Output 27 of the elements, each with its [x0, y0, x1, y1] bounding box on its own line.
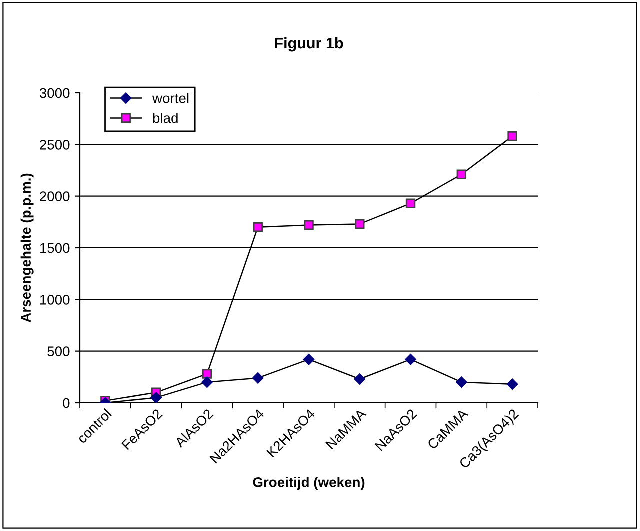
point — [456, 170, 467, 180]
y-axis-title: Arseengehalte (p.p.m.) — [20, 174, 34, 323]
y-tick-label: 3000 — [40, 88, 70, 98]
legend-label: blad — [153, 112, 178, 124]
point — [150, 392, 162, 403]
point — [406, 198, 416, 208]
chart-title: Figuur 1b — [275, 37, 344, 52]
point — [355, 219, 365, 230]
x-axis-title: Groeitijd (weken) — [253, 477, 365, 490]
legend-label: wortel — [152, 93, 189, 104]
y-tick-label: 0 — [63, 398, 70, 408]
point — [252, 372, 264, 384]
point — [304, 220, 314, 230]
point — [253, 222, 263, 232]
y-tick-label: 1500 — [40, 243, 70, 254]
point — [202, 369, 212, 379]
y-tick-label: 1000 — [40, 295, 70, 305]
y-tick-label: 2000 — [40, 192, 70, 202]
y-tick-label: 2500 — [40, 140, 70, 150]
point — [405, 354, 416, 366]
point — [508, 132, 518, 142]
point — [354, 374, 366, 385]
point — [456, 376, 468, 388]
point — [202, 376, 213, 388]
y-tick-label: 500 — [48, 346, 70, 357]
point — [303, 354, 315, 366]
point — [506, 378, 518, 390]
